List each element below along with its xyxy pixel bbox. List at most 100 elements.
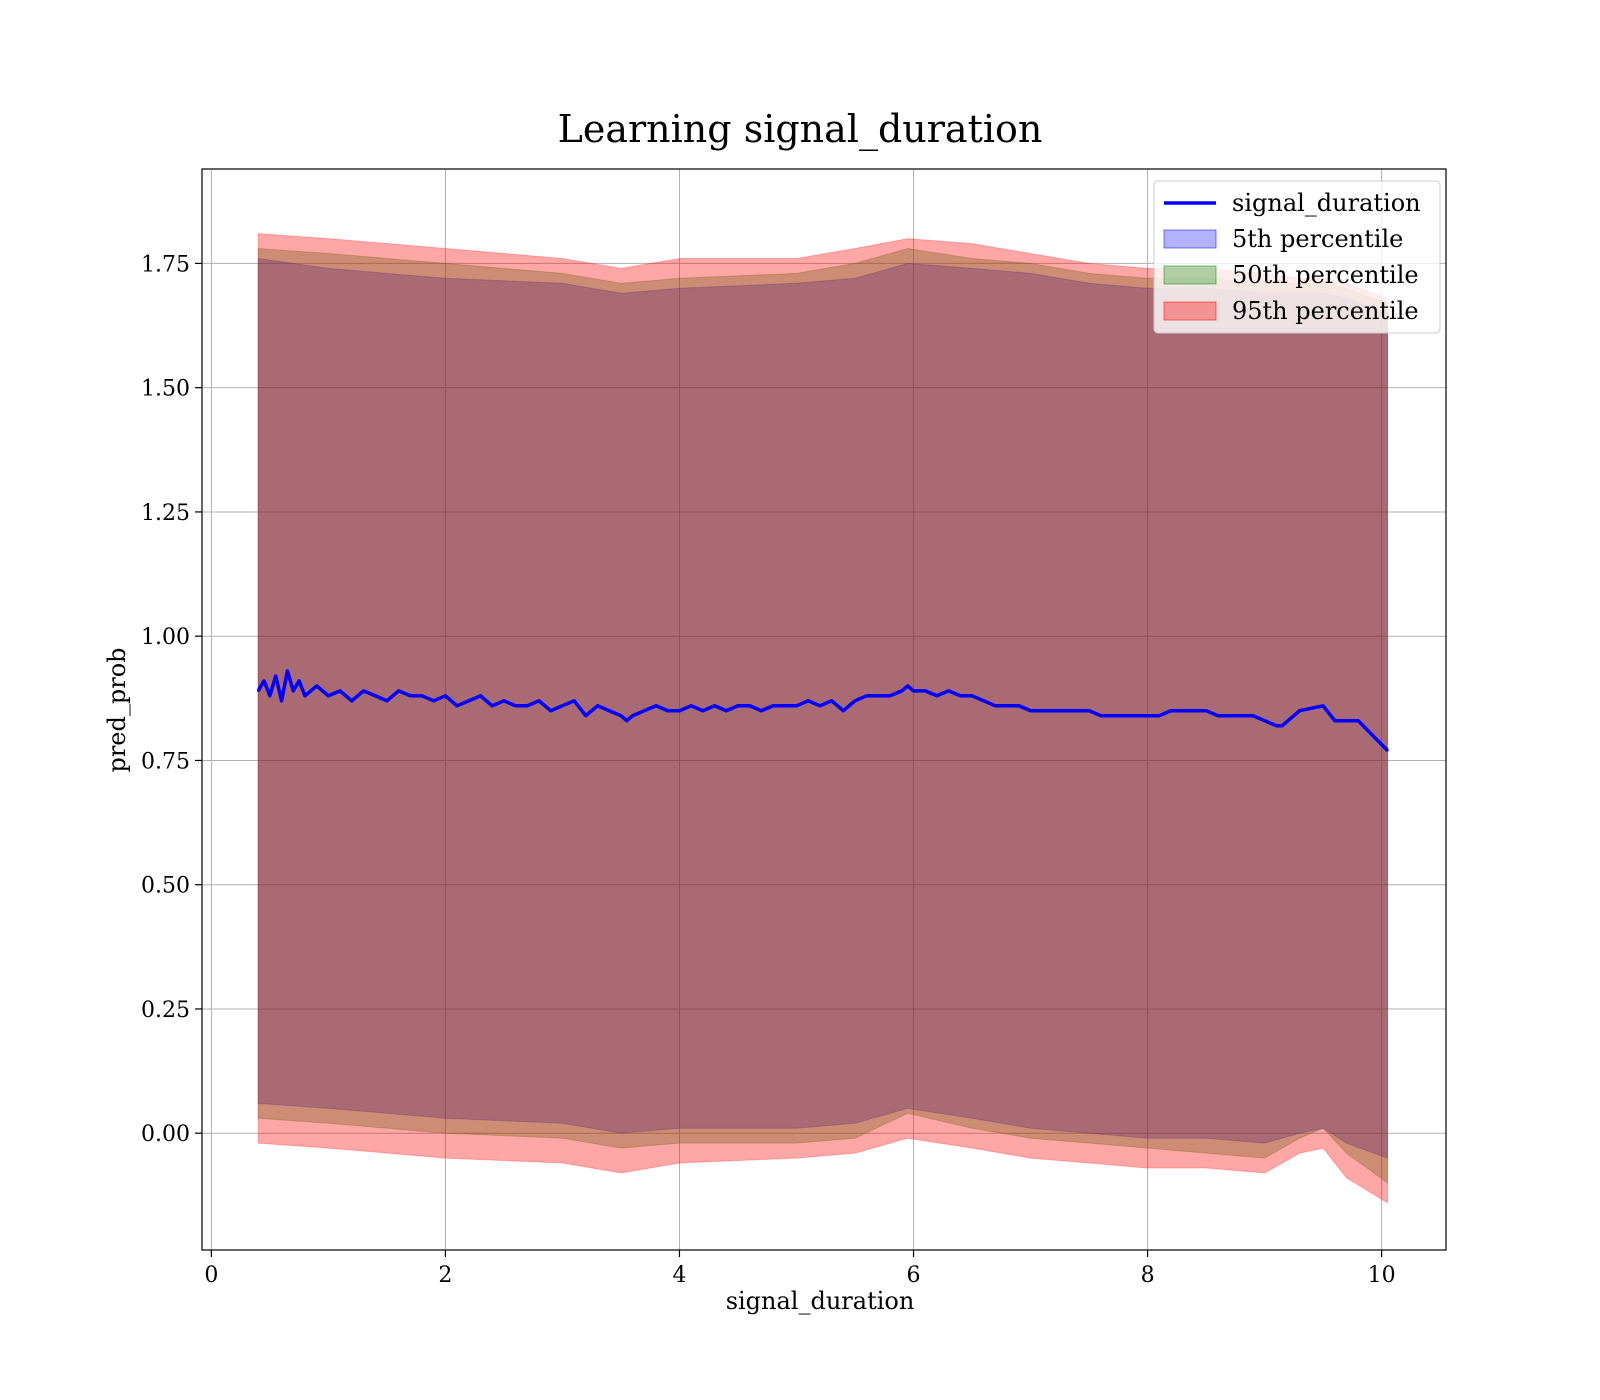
line-point	[619, 714, 623, 717]
line-point	[1386, 749, 1389, 752]
line-point	[1087, 709, 1091, 712]
y-axis-label: pred_prob	[103, 647, 131, 772]
line-point	[818, 704, 822, 707]
line-point	[537, 699, 541, 702]
x-axis-label: signal_duration	[726, 1287, 915, 1315]
line-point	[286, 669, 289, 673]
line-point	[1193, 709, 1196, 712]
line-point	[274, 674, 277, 678]
legend-swatch	[1163, 301, 1217, 321]
line-point	[432, 699, 435, 702]
line-point	[678, 709, 681, 712]
line-point	[701, 709, 705, 712]
line-point	[725, 709, 728, 712]
line-point	[1029, 709, 1032, 712]
line-point	[338, 689, 342, 693]
line-point	[608, 709, 611, 712]
line-point	[1240, 714, 1243, 717]
band-50th-percentile	[257, 247, 1388, 1184]
line-point	[807, 699, 810, 702]
line-point	[783, 704, 786, 707]
line-point	[1064, 709, 1067, 712]
line-point	[455, 704, 459, 707]
line-point	[1228, 714, 1231, 717]
line-point	[795, 704, 798, 707]
legend-box	[1153, 180, 1441, 334]
line-point	[906, 684, 909, 688]
line-point	[1005, 704, 1009, 707]
x-tick-label: 8	[1141, 1263, 1155, 1288]
x-tick-label: 10	[1368, 1263, 1396, 1288]
line-point	[397, 689, 400, 693]
line-point	[959, 694, 962, 697]
line-point	[297, 679, 301, 683]
y-tick-label: 1.50	[141, 377, 190, 402]
line-point	[257, 689, 260, 693]
line-point	[666, 709, 669, 712]
line-point	[420, 694, 424, 697]
y-tick-label: 0.50	[141, 874, 190, 899]
line-point	[888, 694, 892, 697]
series-lines	[256, 669, 1389, 752]
line-point	[561, 704, 564, 707]
band-95th-percentile	[257, 233, 1388, 1204]
line-point	[1181, 709, 1184, 712]
line-point	[1041, 709, 1044, 712]
line-signal_duration	[256, 669, 1389, 752]
x-tick-label: 0	[204, 1263, 218, 1288]
plot-frame	[201, 168, 1447, 1251]
line-point	[1158, 714, 1161, 717]
legend-label: 95th percentile	[1232, 297, 1419, 325]
y-tick-label: 1.25	[141, 501, 190, 526]
line-point	[292, 689, 295, 693]
line-point	[1204, 709, 1208, 712]
line-point	[327, 694, 330, 697]
chart-title: Learning signal_duration	[558, 107, 1043, 152]
line-point	[690, 704, 693, 707]
line-point	[350, 699, 353, 702]
line-point	[830, 699, 833, 702]
line-point	[1275, 724, 1278, 727]
legend-label: 50th percentile	[1232, 261, 1419, 289]
line-point	[625, 719, 628, 722]
y-tick-label: 0.00	[141, 1122, 190, 1147]
line-point	[1134, 714, 1138, 717]
line-point	[842, 709, 845, 712]
line-point	[1263, 719, 1266, 722]
ticks: 0 2 4 6 8 10 0.00 0.25 0.50 0.75 1.00 1.25 1.50 1.75	[141, 252, 1396, 1288]
line-point	[1146, 714, 1149, 717]
line-point	[643, 709, 646, 712]
line-point	[853, 699, 857, 702]
line-point	[1298, 709, 1301, 712]
line-point	[1111, 714, 1114, 717]
line-point	[1333, 719, 1337, 722]
line-point	[596, 704, 599, 707]
line-point	[900, 689, 903, 693]
percentile-bands	[257, 233, 1388, 1204]
line-point	[280, 699, 283, 702]
line-point	[994, 704, 997, 707]
line-point	[502, 699, 506, 702]
line-point	[1321, 704, 1325, 707]
x-tick-label: 6	[907, 1263, 921, 1288]
line-point	[572, 699, 576, 702]
line-point	[526, 704, 529, 707]
line-point	[760, 709, 763, 712]
line-point	[1281, 724, 1284, 727]
legend: signal_duration 5th percentile 50th percen…	[1153, 180, 1441, 334]
y-tick-label: 1.00	[141, 625, 190, 650]
x-tick-label: 4	[672, 1263, 686, 1288]
line-point	[947, 689, 950, 693]
line-point	[303, 694, 307, 697]
line-point	[385, 699, 389, 702]
line-point	[912, 689, 915, 693]
line-point	[268, 694, 272, 697]
line-point	[771, 704, 775, 707]
line-point	[736, 704, 740, 707]
line-point	[1357, 719, 1360, 722]
band-5th-percentile	[257, 257, 1388, 1159]
line-point	[713, 704, 716, 707]
y-tick-label: 1.75	[141, 252, 190, 277]
y-tick-label: 0.25	[141, 998, 190, 1023]
